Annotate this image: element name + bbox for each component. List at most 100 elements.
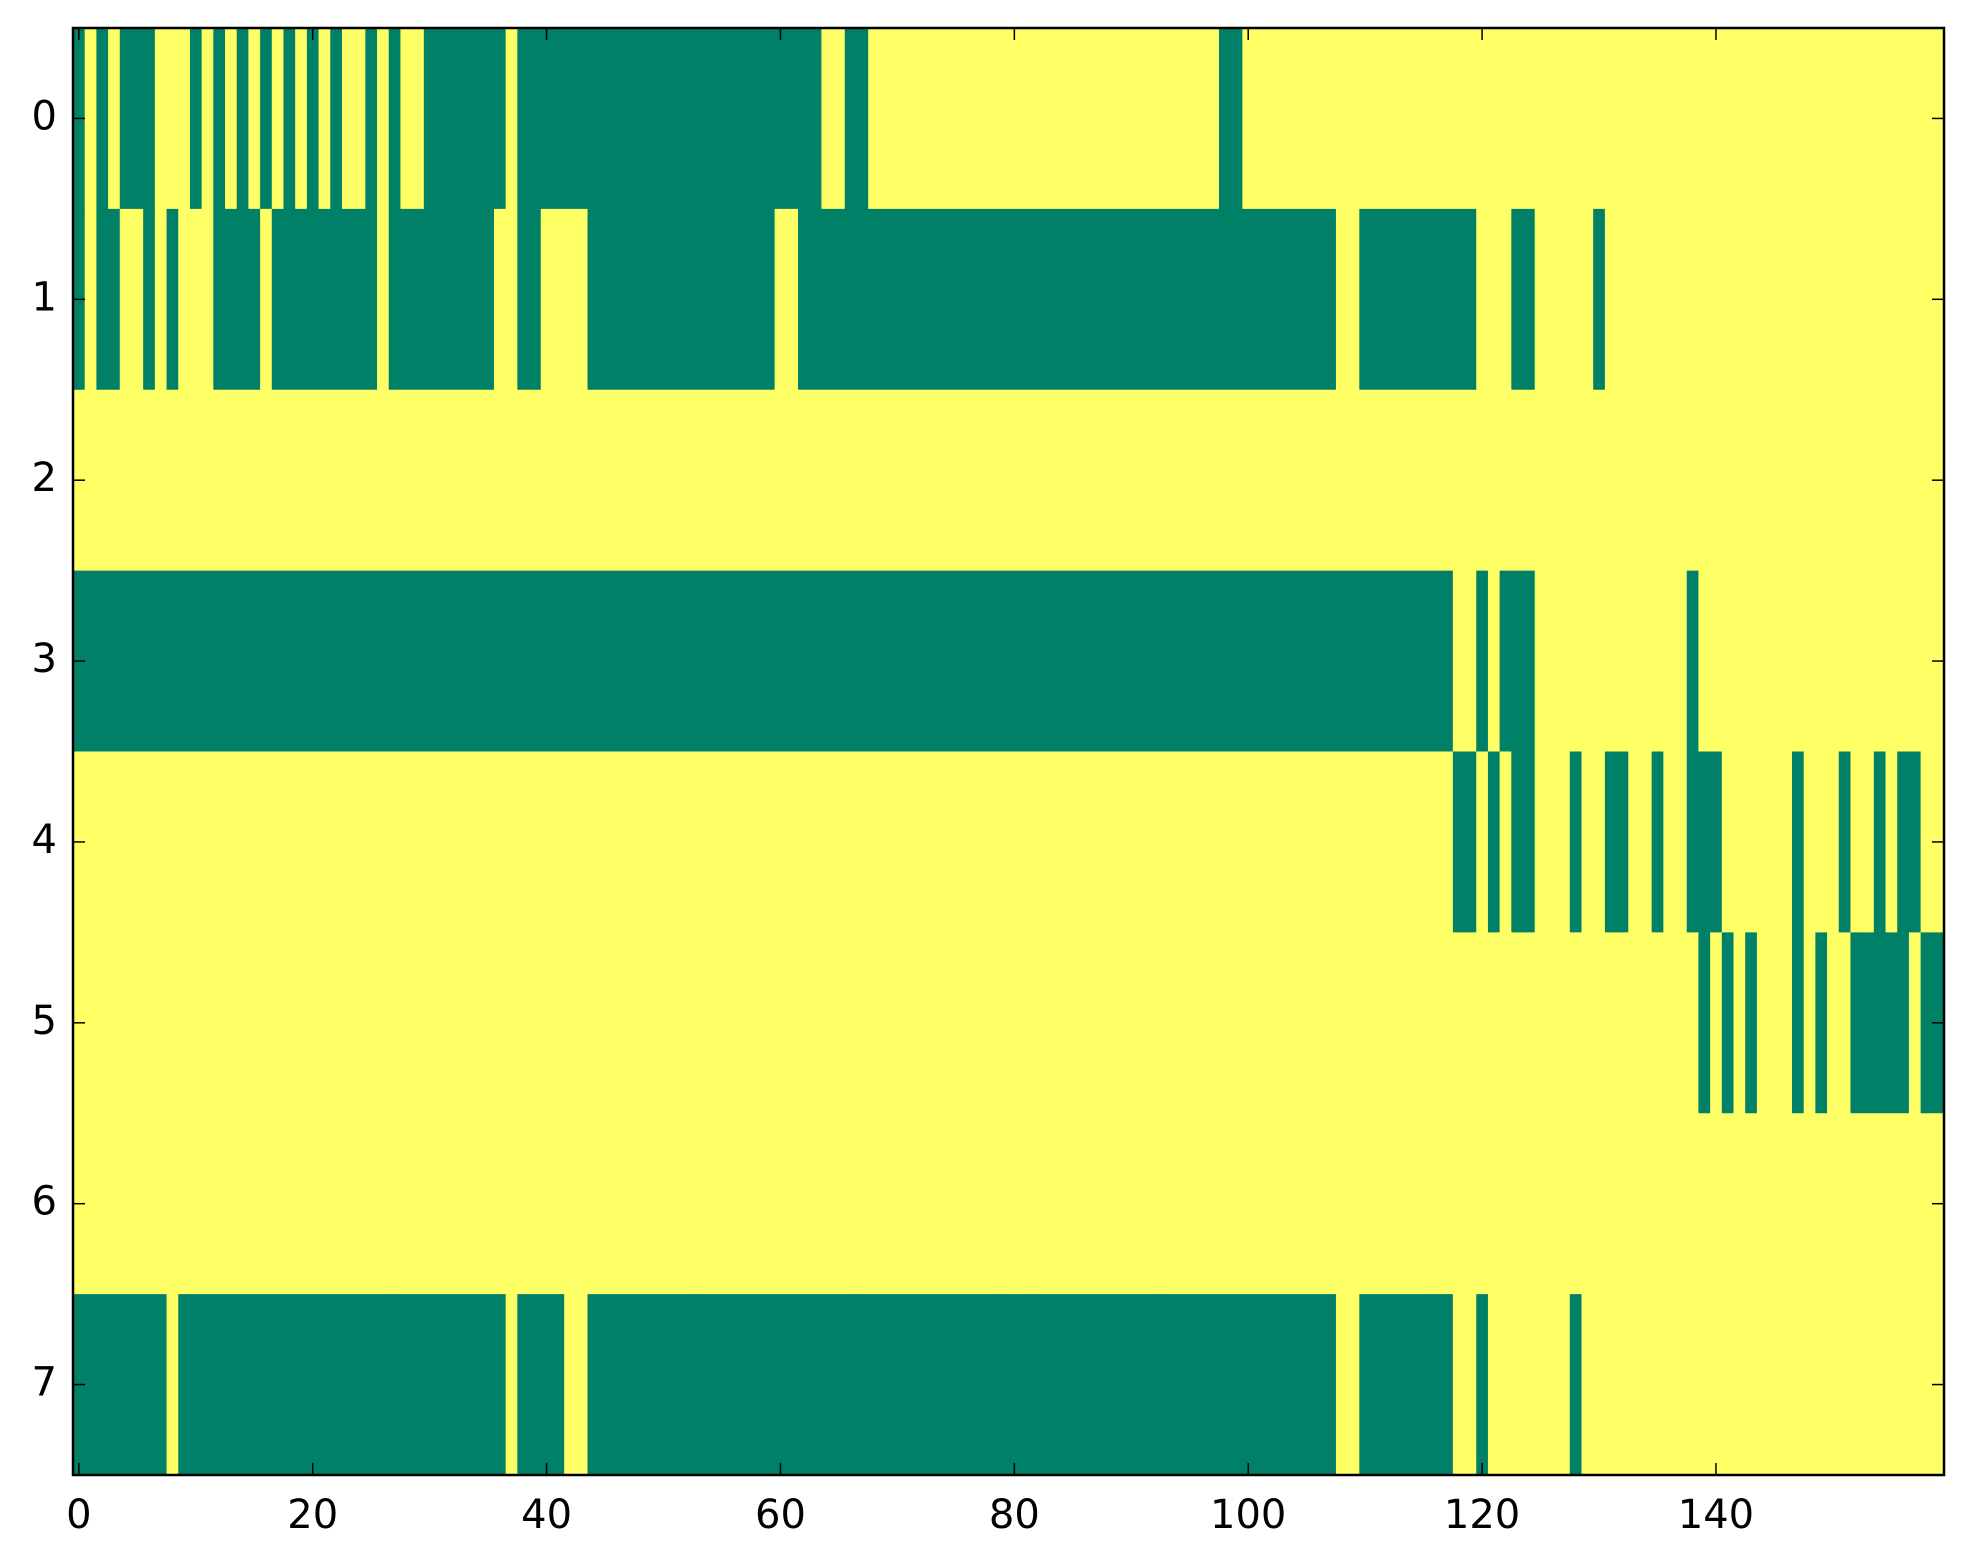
cell xyxy=(154,932,168,1114)
cell xyxy=(1125,389,1138,572)
cell xyxy=(1908,570,1922,753)
cell xyxy=(283,1294,296,1476)
cell xyxy=(1686,1113,1700,1295)
cell xyxy=(1183,1294,1197,1476)
cell xyxy=(774,28,787,210)
cell xyxy=(1616,1294,1629,1476)
cell xyxy=(1183,751,1197,933)
cell xyxy=(1476,28,1489,210)
cell xyxy=(341,208,355,391)
cell xyxy=(1476,1113,1489,1295)
cell xyxy=(1008,28,1021,210)
cell xyxy=(1698,751,1711,933)
cell xyxy=(1242,751,1255,933)
cell xyxy=(821,570,834,753)
cell xyxy=(821,208,834,391)
cell xyxy=(669,1294,682,1476)
cell xyxy=(751,932,764,1114)
cell xyxy=(1359,28,1372,210)
cell xyxy=(1148,570,1162,753)
cell xyxy=(809,28,822,210)
cell xyxy=(400,1113,413,1295)
cell xyxy=(377,570,390,753)
cell xyxy=(143,570,156,753)
cell xyxy=(692,1113,706,1295)
cell xyxy=(1382,1294,1395,1476)
cell xyxy=(961,28,975,210)
cell xyxy=(1721,389,1735,572)
cell xyxy=(1639,1294,1653,1476)
cell xyxy=(84,932,97,1114)
cell xyxy=(260,208,273,391)
cell xyxy=(1827,570,1840,753)
cell xyxy=(1628,208,1641,391)
cell xyxy=(833,751,846,933)
cell xyxy=(1499,932,1512,1114)
cell xyxy=(1873,208,1887,391)
cell xyxy=(938,751,951,933)
cell xyxy=(236,751,250,933)
cell xyxy=(295,28,308,210)
cell xyxy=(1721,570,1735,753)
cell xyxy=(365,389,378,572)
cell xyxy=(1534,389,1548,572)
cell xyxy=(1312,389,1325,572)
cell xyxy=(1838,28,1852,210)
x-tick-label: 140 xyxy=(1678,1492,1754,1538)
cell xyxy=(1745,1294,1758,1476)
cell xyxy=(1137,389,1150,572)
cell xyxy=(1324,1113,1337,1295)
cell xyxy=(681,1113,694,1295)
cell xyxy=(154,1294,168,1476)
cell xyxy=(1078,570,1091,753)
cell xyxy=(985,1294,998,1476)
cell xyxy=(610,389,624,572)
cell xyxy=(1090,932,1103,1114)
cell xyxy=(727,1294,741,1476)
cell xyxy=(271,1113,285,1295)
cell xyxy=(1066,1294,1080,1476)
cell xyxy=(1230,570,1243,753)
cell xyxy=(1359,208,1372,391)
cell xyxy=(166,28,179,210)
cell xyxy=(213,208,226,391)
cell xyxy=(657,1294,670,1476)
cell xyxy=(330,28,343,210)
cell xyxy=(1745,1113,1758,1295)
cell xyxy=(786,389,799,572)
cell xyxy=(1230,208,1243,391)
cell xyxy=(716,1113,729,1295)
cell xyxy=(1604,1113,1618,1295)
cell xyxy=(1768,932,1781,1114)
cell xyxy=(1172,1294,1185,1476)
cell xyxy=(961,208,975,391)
cell xyxy=(1487,208,1501,391)
cell xyxy=(482,932,495,1114)
cell xyxy=(1581,208,1594,391)
cell xyxy=(1218,932,1232,1114)
cell xyxy=(283,208,296,391)
cell xyxy=(119,932,133,1114)
cell xyxy=(634,1113,647,1295)
cell xyxy=(412,751,425,933)
cell xyxy=(143,389,156,572)
cell xyxy=(1043,1294,1056,1476)
cell xyxy=(1628,932,1641,1114)
cell xyxy=(1850,1113,1863,1295)
cell xyxy=(809,1294,822,1476)
cell xyxy=(1815,1294,1828,1476)
cell xyxy=(1406,751,1419,933)
cell xyxy=(1675,751,1688,933)
cell xyxy=(1406,1113,1419,1295)
cell xyxy=(587,751,600,933)
cell xyxy=(1172,389,1185,572)
cell xyxy=(341,1113,355,1295)
cell xyxy=(1838,1113,1852,1295)
cell xyxy=(1663,751,1676,933)
cell xyxy=(1043,570,1056,753)
cell xyxy=(669,389,682,572)
cell xyxy=(283,570,296,753)
cell xyxy=(1686,932,1700,1114)
x-tick-label: 0 xyxy=(66,1492,91,1538)
